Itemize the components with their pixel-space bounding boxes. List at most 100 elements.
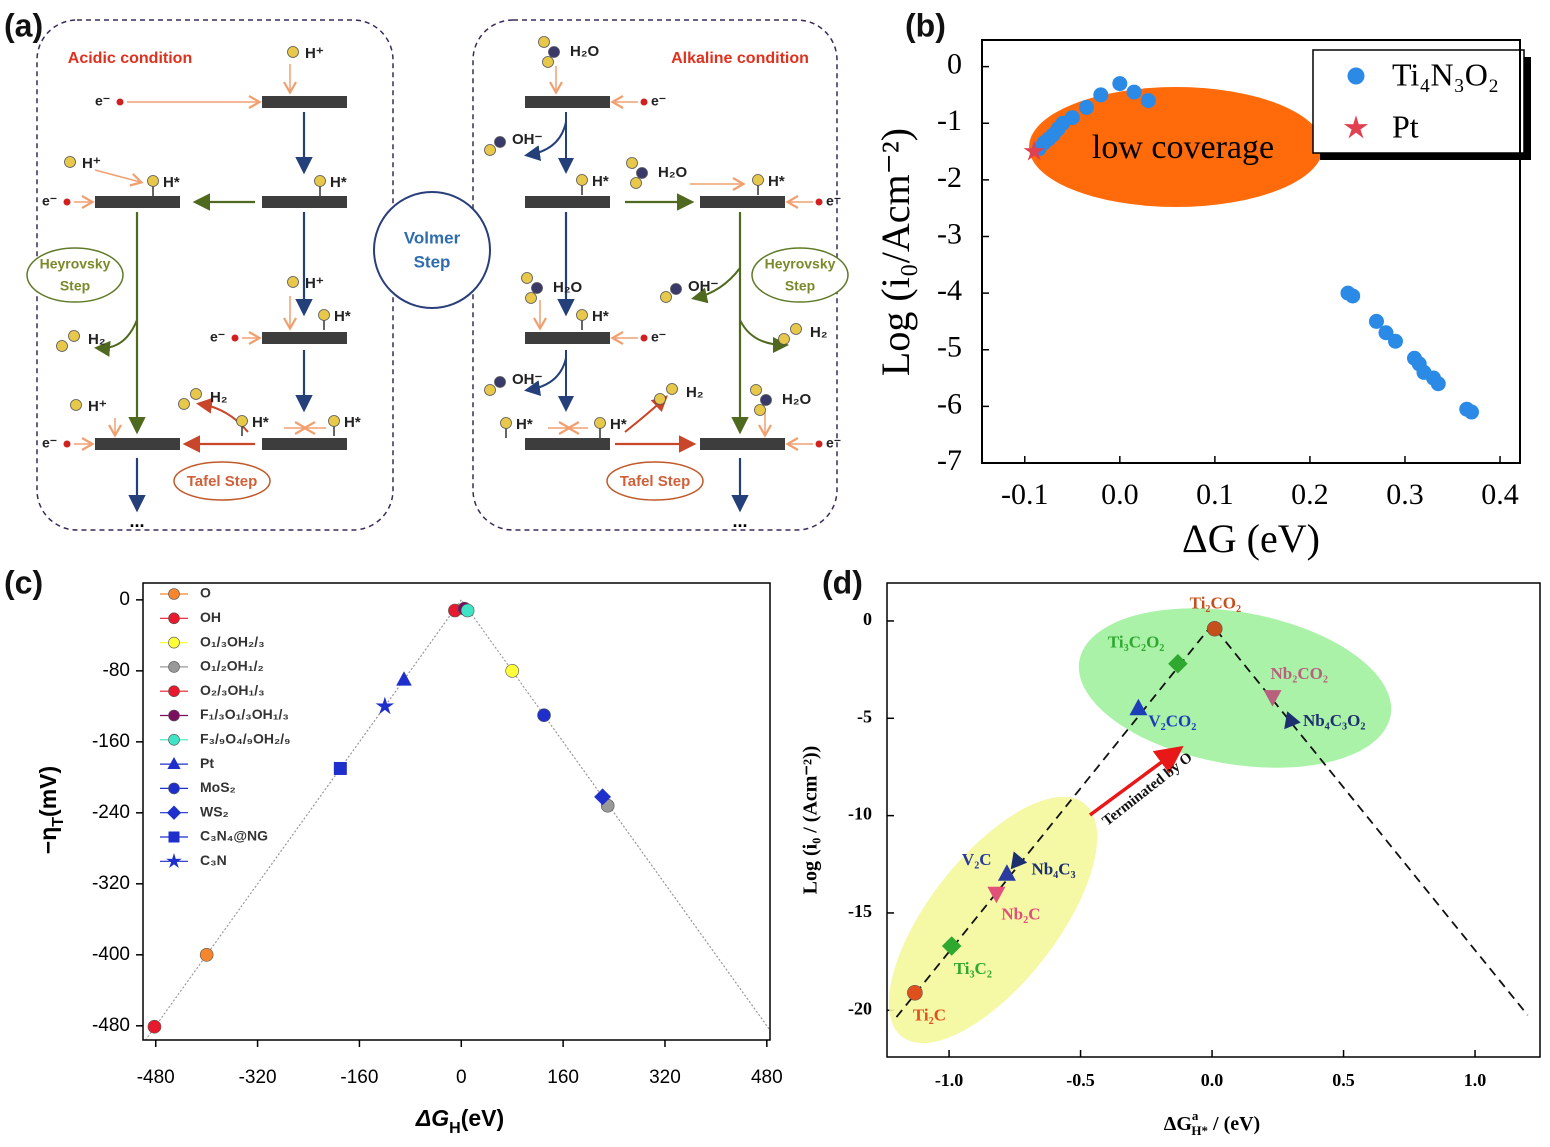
- x-axis-label: ΔGH(eV): [415, 1105, 504, 1137]
- point-label: Nb₄C₃: [1031, 859, 1075, 878]
- condition-title: Alkaline condition: [671, 50, 809, 67]
- y-axis-label-part: T: [50, 817, 67, 827]
- y-axis-label: −ηT(mV): [35, 766, 67, 854]
- legend-label: C₃N: [200, 852, 227, 868]
- atom: [525, 292, 537, 304]
- species-label: H₂O: [782, 391, 811, 408]
- y-tick-label: -6: [937, 387, 962, 420]
- point-label: V₂C: [962, 850, 992, 869]
- atom: [576, 309, 588, 321]
- species-label: H*: [516, 416, 533, 433]
- x-tick-label: 0.5: [1332, 1070, 1355, 1090]
- y-axis-label: Log (i₀ / (Acm⁻²)): [800, 746, 822, 895]
- atom: [666, 383, 678, 395]
- electrode-bar: [525, 196, 610, 208]
- legend-label: O₁/₃OH₂/₃: [200, 633, 265, 649]
- atom: [287, 46, 299, 58]
- data-point: [199, 948, 214, 962]
- atom: [760, 394, 772, 406]
- annotation-arrow: [1088, 745, 1184, 817]
- atom: [236, 415, 248, 427]
- heyrovsky-label: Step: [60, 278, 90, 294]
- species-label: H₂O: [553, 279, 582, 296]
- atom: [484, 384, 496, 396]
- data-point: [1345, 288, 1361, 304]
- species-label: OH⁻: [512, 371, 543, 388]
- x-tick-label: -1.0: [935, 1070, 964, 1090]
- y-tick-label: -7: [937, 444, 962, 477]
- electron: [815, 198, 823, 206]
- tafel-label: Tafel Step: [187, 473, 258, 490]
- species-label: e⁻: [651, 329, 666, 345]
- legend-label: C₃N₄@NG: [200, 828, 268, 844]
- volmer-label: Volmer: [404, 228, 461, 247]
- condition-title: Acidic condition: [68, 50, 192, 67]
- electron: [640, 334, 648, 342]
- species-label: H₂O: [658, 164, 687, 181]
- plot-frame: [142, 582, 771, 1041]
- species-label: H*: [610, 416, 627, 433]
- atom: [576, 174, 588, 186]
- data-point: [147, 1019, 162, 1034]
- y-tick-label: -1: [937, 104, 962, 137]
- heyrovsky-label: Heyrovsky: [40, 256, 111, 272]
- legend-label: Pt: [200, 755, 214, 771]
- electron: [231, 334, 239, 342]
- legend-marker: [168, 661, 180, 673]
- atom: [328, 415, 340, 427]
- atom: [630, 177, 642, 189]
- atom: [594, 417, 606, 429]
- species-label: H⁺: [305, 275, 324, 292]
- electrode-bar: [262, 332, 347, 344]
- data-point: [460, 603, 475, 618]
- annotation: low coverage: [1092, 129, 1274, 166]
- y-axis-label-part: (mV): [35, 766, 61, 817]
- continuation: ...: [732, 511, 747, 531]
- electrode-bar: [700, 438, 785, 450]
- species-label: e⁻: [651, 93, 666, 109]
- annotation: Terminated by O: [1100, 750, 1196, 830]
- legend-marker: [168, 636, 180, 649]
- atom: [670, 283, 682, 295]
- point-label: Ti₃C₂: [954, 959, 992, 978]
- electron: [815, 440, 823, 448]
- data-point: [537, 708, 551, 723]
- x-tick-label: 0.0: [1101, 478, 1139, 511]
- y-tick-label: -480: [92, 1015, 130, 1036]
- atom: [636, 167, 648, 179]
- legend-label: F₃/₉O₄/₉OH₂/₉: [200, 731, 290, 747]
- data-point: [1168, 654, 1188, 674]
- atom: [790, 323, 802, 335]
- x-tick-label: 0.1: [1196, 478, 1234, 511]
- y-tick-label: -5: [937, 331, 962, 364]
- legend-marker: [168, 782, 180, 795]
- x-axis-label-part: (eV): [461, 1105, 504, 1131]
- legend-marker: [168, 588, 180, 600]
- atom: [521, 272, 533, 284]
- atom: [542, 56, 554, 68]
- y-tick-label: -160: [92, 731, 130, 752]
- heyrovsky-ellipse: [751, 247, 849, 303]
- atom: [190, 388, 202, 400]
- y-tick-label: -20: [848, 998, 872, 1018]
- electrode-bar: [525, 438, 610, 450]
- electrode-bar: [262, 196, 347, 208]
- x-tick-label: -320: [239, 1067, 277, 1088]
- y-axis-label-part: −η: [35, 827, 61, 854]
- point-label: Nb₂C: [1001, 904, 1040, 923]
- atom: [70, 399, 82, 411]
- x-tick-label: 0.0: [1201, 1070, 1224, 1090]
- heyrovsky-ellipse: [26, 247, 124, 303]
- x-tick-label: 0.3: [1386, 478, 1424, 511]
- x-axis-label-part: H: [449, 1120, 461, 1137]
- arrow: [94, 319, 138, 357]
- atom: [484, 144, 496, 156]
- x-axis-label-part: ΔG: [415, 1105, 449, 1131]
- species-label: e⁻: [42, 193, 57, 209]
- data-point: [375, 696, 395, 715]
- x-tick-label: 480: [751, 1067, 783, 1088]
- data-point: [1126, 84, 1142, 100]
- data-point: [505, 664, 519, 678]
- y-tick-label: -15: [848, 901, 872, 921]
- legend-marker: [168, 709, 180, 722]
